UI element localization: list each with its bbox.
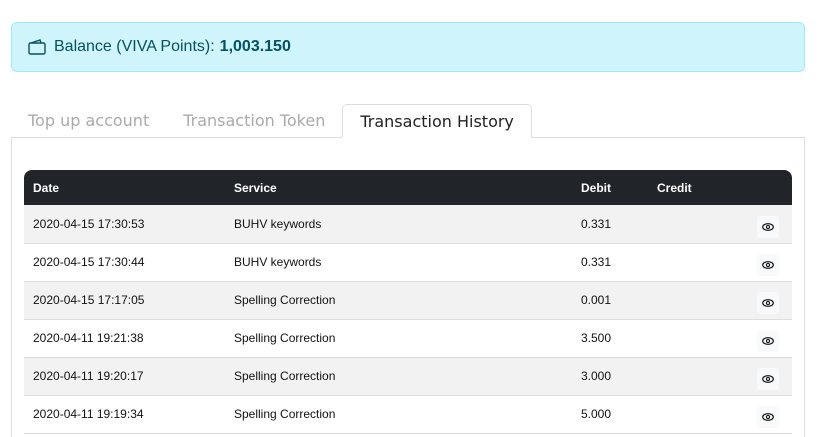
cell-date: 2020-04-11 19:20:17 [33, 369, 144, 383]
cell-credit [648, 243, 748, 281]
cell-service: Spelling Correction [234, 293, 336, 307]
cell-service: Spelling Correction [234, 331, 336, 345]
tabs: Top up account Transaction Token Transac… [11, 104, 532, 138]
table-row: 2020-04-11 19:20:17 Spelling Correction 3.… [24, 357, 792, 395]
balance-alert: Balance (VIVA Points): 1,003.150 [11, 22, 805, 72]
cell-service: Spelling Correction [234, 407, 336, 421]
eye-icon [762, 299, 774, 307]
cell-date: 2020-04-15 17:30:44 [33, 255, 145, 269]
cell-credit [648, 281, 748, 319]
wallet-icon [28, 39, 46, 55]
table-row: 2020-04-15 17:17:05 Spelling Correction 0.… [24, 281, 792, 319]
cell-service: Spelling Correction [234, 369, 336, 383]
view-button[interactable] [757, 292, 779, 314]
tab-transaction-token[interactable]: Transaction Token [183, 111, 326, 130]
table-row: 2020-04-15 17:30:53 BUHV keywords 0.331 [24, 205, 792, 243]
tab-transaction-history[interactable]: Transaction History [342, 104, 532, 138]
cell-credit [648, 319, 748, 357]
balance-label: Balance (VIVA Points): [54, 38, 215, 55]
eye-icon [762, 337, 774, 345]
eye-icon [762, 413, 774, 421]
cell-debit: 5.000 [581, 407, 612, 421]
transaction-table: Date Service Debit Credit 2020-04-15 17:… [24, 170, 792, 434]
view-button[interactable] [757, 406, 779, 428]
cell-service: BUHV keywords [234, 255, 322, 269]
cell-actions [748, 281, 792, 319]
cell-actions [748, 243, 792, 281]
eye-icon [762, 222, 774, 231]
cell-debit: 3.000 [581, 369, 612, 383]
cell-date: 2020-04-15 17:17:05 [33, 293, 145, 307]
header-actions [748, 170, 792, 205]
cell-actions [748, 357, 792, 395]
cell-debit: 3.500 [581, 331, 612, 345]
header-service: Service [234, 180, 277, 195]
cell-credit [648, 357, 748, 395]
header-date: Date [33, 180, 60, 195]
cell-date: 2020-04-11 19:21:38 [33, 331, 144, 345]
eye-icon [762, 261, 774, 269]
balance-value: 1,003.150 [219, 38, 291, 55]
view-button[interactable] [757, 254, 779, 276]
cell-actions [748, 319, 792, 357]
table-row: 2020-04-11 19:21:38 Spelling Correction 3.… [24, 319, 792, 357]
cell-actions [748, 395, 792, 433]
cell-debit: 0.001 [581, 293, 612, 307]
eye-icon [762, 375, 774, 383]
header-credit: Credit [657, 180, 692, 195]
tab-top-up-account[interactable]: Top up account [28, 111, 150, 130]
cell-debit: 0.331 [581, 216, 612, 231]
cell-credit [648, 205, 748, 243]
header-debit: Debit [581, 180, 611, 195]
cell-date: 2020-04-15 17:30:53 [33, 216, 145, 231]
view-button[interactable] [757, 368, 779, 390]
view-button[interactable] [757, 215, 779, 238]
table-row: 2020-04-11 19:19:34 Spelling Correction 5.… [24, 395, 792, 433]
cell-service: BUHV keywords [234, 216, 322, 231]
table-row: 2020-04-15 17:30:44 BUHV keywords 0.331 [24, 243, 792, 281]
cell-date: 2020-04-11 19:19:34 [33, 407, 144, 421]
cell-debit: 0.331 [581, 255, 612, 269]
view-button[interactable] [757, 330, 779, 352]
cell-credit [648, 395, 748, 433]
cell-actions [748, 205, 792, 243]
